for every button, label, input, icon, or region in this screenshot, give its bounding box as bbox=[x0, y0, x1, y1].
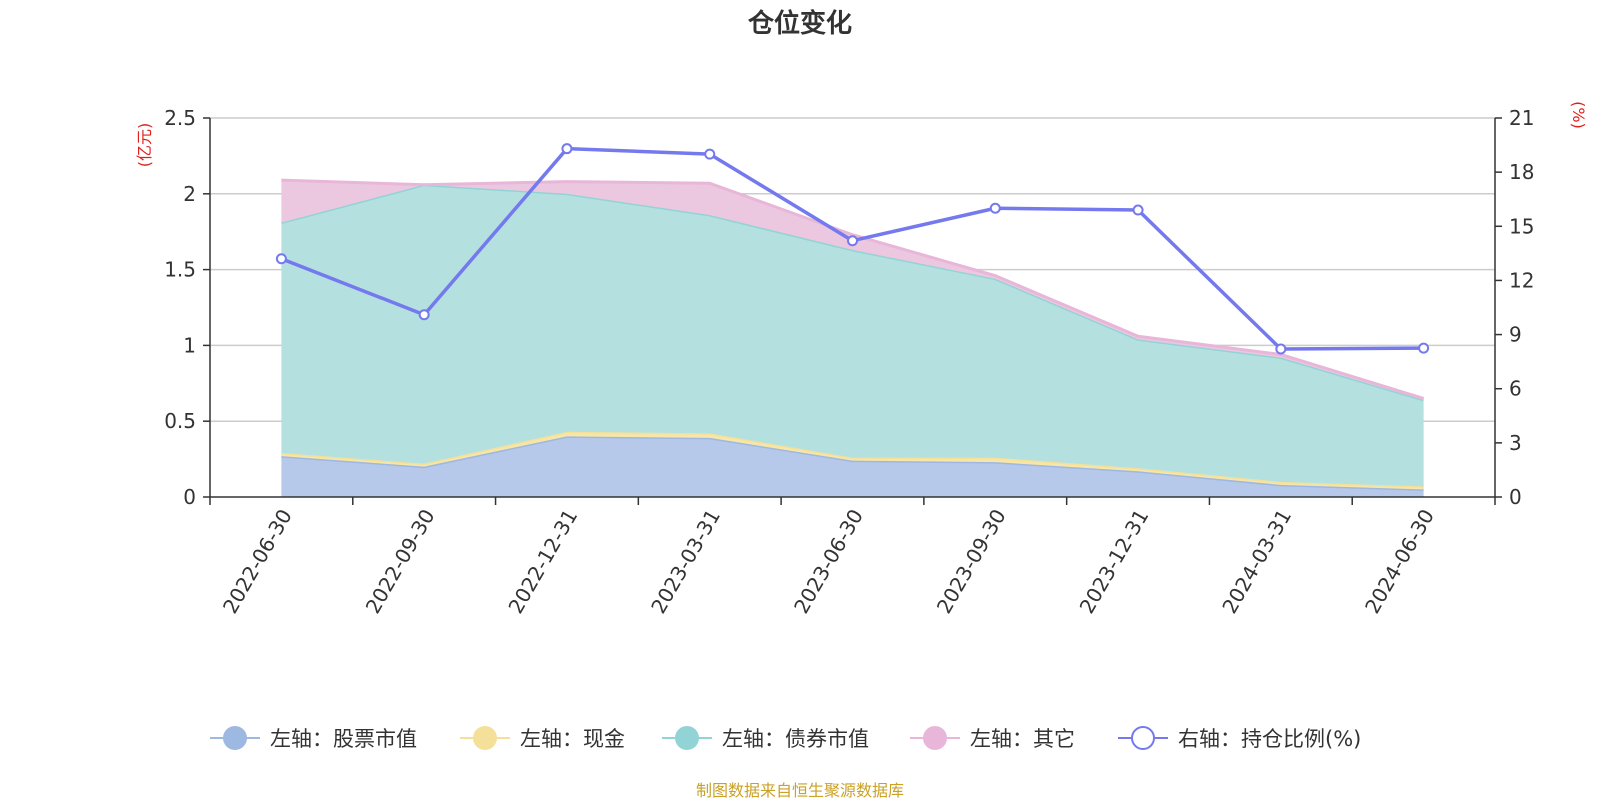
x-tick-label: 2022-12-31 bbox=[503, 505, 582, 618]
legend-item[interactable]: 左轴：其它 bbox=[910, 726, 1075, 751]
left-tick-label: 2.5 bbox=[164, 106, 196, 130]
area-3 bbox=[281, 184, 1424, 487]
stacked-areas bbox=[281, 178, 1425, 497]
right-axis-unit: (%) bbox=[1569, 101, 1588, 129]
right-tick-label: 9 bbox=[1509, 323, 1522, 347]
left-axis-unit: (亿元) bbox=[135, 123, 154, 168]
source-note: 制图数据来自恒生聚源数据库 bbox=[696, 781, 904, 800]
right-tick-label: 15 bbox=[1509, 214, 1534, 238]
legend-label: 右轴：持仓比例(%) bbox=[1178, 727, 1361, 751]
x-tick-label: 2023-12-31 bbox=[1075, 505, 1154, 618]
legend-label: 左轴：债券市值 bbox=[722, 727, 869, 751]
position-ratio-line bbox=[275, 143, 1430, 355]
legend-item[interactable]: 左轴：股票市值 bbox=[210, 726, 417, 751]
legend-marker bbox=[1131, 726, 1155, 750]
x-tick-label: 2023-06-30 bbox=[789, 505, 868, 618]
x-tick-label: 2022-09-30 bbox=[361, 505, 440, 618]
ratio-point bbox=[275, 253, 287, 265]
legend-label: 左轴：其它 bbox=[970, 727, 1075, 751]
right-tick-label: 12 bbox=[1509, 268, 1534, 292]
left-tick-label: 1.5 bbox=[164, 258, 196, 282]
chart-title: 仓位变化 bbox=[747, 8, 852, 39]
left-tick-label: 0 bbox=[183, 485, 196, 509]
ratio-point bbox=[989, 202, 1001, 214]
legend[interactable]: 左轴：股票市值 左轴：现金 左轴：债券市值 左轴：其它 右轴：持仓比例(%) bbox=[210, 726, 1361, 751]
right-tick-label: 18 bbox=[1509, 160, 1534, 184]
legend-item[interactable]: 左轴：债券市值 bbox=[662, 726, 869, 751]
x-tick-label: 2022-06-30 bbox=[218, 505, 297, 618]
legend-marker bbox=[223, 726, 247, 750]
legend-marker bbox=[675, 726, 699, 750]
ratio-point bbox=[704, 148, 716, 160]
legend-item[interactable]: 右轴：持仓比例(%) bbox=[1118, 726, 1361, 751]
legend-label: 左轴：股票市值 bbox=[270, 727, 417, 751]
ratio-point bbox=[418, 309, 430, 321]
area-edge-4 bbox=[281, 178, 1425, 400]
ratio-point bbox=[561, 143, 573, 155]
legend-label: 左轴：现金 bbox=[520, 727, 625, 751]
right-tick-label: 6 bbox=[1509, 377, 1522, 401]
left-tick-label: 0.5 bbox=[164, 409, 196, 433]
x-tick-label: 2023-03-31 bbox=[646, 505, 725, 618]
right-tick-label: 0 bbox=[1509, 485, 1522, 509]
ratio-point bbox=[847, 235, 858, 247]
legend-item[interactable]: 左轴：现金 bbox=[460, 726, 625, 751]
x-tick-label: 2024-06-30 bbox=[1360, 505, 1439, 618]
ratio-point bbox=[1132, 204, 1144, 216]
ratio-point bbox=[1418, 342, 1430, 354]
x-tick-label: 2023-09-30 bbox=[932, 505, 1011, 618]
area-1 bbox=[281, 436, 1424, 497]
left-tick-label: 2 bbox=[183, 182, 196, 206]
x-tick-label: 2024-03-31 bbox=[1217, 505, 1296, 618]
left-tick-label: 1 bbox=[183, 333, 196, 357]
legend-marker bbox=[473, 726, 497, 750]
legend-marker bbox=[923, 726, 947, 750]
right-tick-label: 3 bbox=[1509, 431, 1522, 455]
ratio-point bbox=[1275, 343, 1287, 355]
right-tick-label: 21 bbox=[1509, 106, 1534, 130]
